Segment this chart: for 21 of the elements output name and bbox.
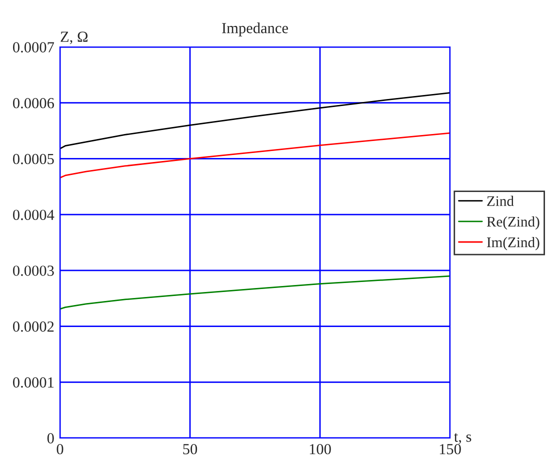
x-tick-label: 100 xyxy=(310,444,331,454)
x-axis-title: t, s xyxy=(454,433,472,444)
y-tick-label: 0.0006 xyxy=(13,98,54,108)
y-tick-label: 0.0004 xyxy=(13,210,54,220)
line-series xyxy=(60,92,450,150)
chart-title: Impedance xyxy=(222,22,288,36)
line-series xyxy=(60,132,450,178)
y-axis-title: Z, Ω xyxy=(60,32,88,44)
y-tick-label: 0 xyxy=(47,433,54,444)
x-tick-label: 0 xyxy=(56,444,64,454)
y-tick-label: 0.0003 xyxy=(13,266,54,276)
legend-label: Im(Zind) xyxy=(486,236,540,250)
y-tick-label: 0.0002 xyxy=(13,321,54,332)
y-tick-label: 0.0005 xyxy=(13,154,54,164)
y-tick-label: 0.0007 xyxy=(13,42,54,53)
line-series xyxy=(60,275,450,310)
x-tick-label: 50 xyxy=(183,444,198,454)
y-tick-label: 0.0001 xyxy=(13,377,54,388)
legend-label: Zind xyxy=(487,196,514,206)
legend-label: Re(Zind) xyxy=(486,216,540,230)
x-tick-label: 150 xyxy=(440,444,461,454)
